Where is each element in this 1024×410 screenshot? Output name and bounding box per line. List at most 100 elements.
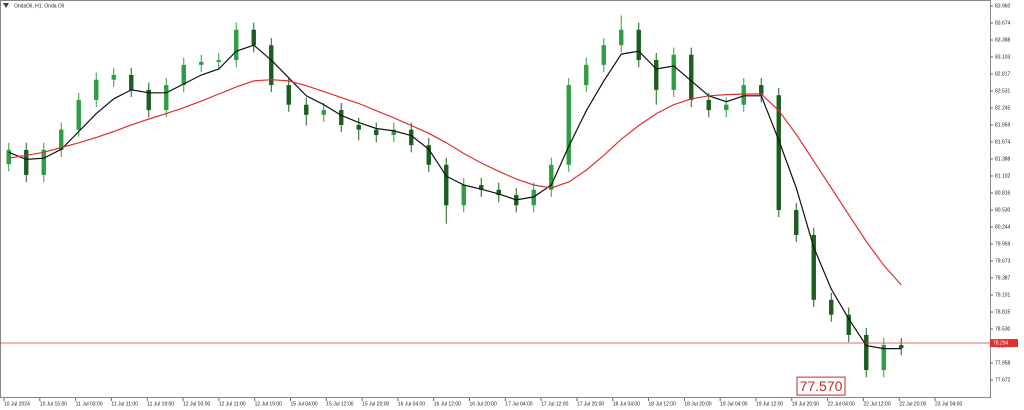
- x-tick-label: 19 Jul 04:00: [720, 401, 747, 407]
- candle-body: [566, 85, 571, 165]
- y-tick-label: 81.102: [995, 173, 1011, 179]
- candle-body: [59, 129, 64, 150]
- candle-body: [41, 149, 46, 175]
- x-tick-label: 12 Jul 19:00: [255, 401, 282, 407]
- candle-body: [199, 61, 204, 65]
- x-tick-label: 11 Jul 11:00: [111, 401, 138, 407]
- y-tick-label: 82.817: [995, 71, 1011, 77]
- candle-body: [636, 29, 641, 61]
- y-tick-label: 81.959: [995, 122, 1011, 128]
- y-tick-label: 81.388: [995, 156, 1011, 162]
- candle-body: [584, 64, 589, 86]
- y-tick-label: 80.816: [995, 190, 1011, 196]
- candle-body: [549, 164, 554, 190]
- y-tick-label: 81.674: [995, 139, 1011, 145]
- candle-body: [444, 164, 449, 206]
- y-tick-label: 82.531: [995, 88, 1011, 94]
- x-tick-label: 17 Jul 04:00: [505, 401, 532, 407]
- y-tick-label: 77.958: [995, 360, 1011, 366]
- x-tick-label: 15 Jul 20:00: [362, 401, 389, 407]
- candle-body: [269, 45, 274, 86]
- candle-body: [391, 129, 396, 136]
- candle-body: [181, 64, 186, 86]
- candle-body: [374, 129, 379, 136]
- moving-average: [8, 44, 902, 350]
- candle-body: [654, 60, 659, 90]
- y-tick-label: 79.959: [995, 241, 1011, 247]
- candle-body: [724, 104, 729, 111]
- candle-body: [846, 314, 851, 335]
- candle-body: [461, 185, 466, 206]
- candle-body: [496, 189, 501, 196]
- plot-frame: [0, 0, 991, 398]
- candle-body: [601, 45, 606, 65]
- candle-body: [304, 104, 309, 115]
- candle-body: [356, 124, 361, 130]
- x-tick-label: 10 Jul 2024: [4, 401, 30, 407]
- candle-body: [776, 95, 781, 211]
- x-tick-label: 22 Jul 20:00: [899, 401, 926, 407]
- x-tick-label: 17 Jul 20:00: [577, 401, 604, 407]
- y-tick-label: 83.103: [995, 54, 1011, 60]
- y-tick-label: 79.387: [995, 275, 1011, 281]
- x-tick-label: 12 Jul 11:00: [219, 401, 246, 407]
- candle-body: [164, 85, 169, 111]
- x-tick-label: 22 Jul 12:00: [863, 401, 890, 407]
- moving-average: [8, 79, 902, 286]
- x-tick-label: 12 Jul 03:00: [183, 401, 210, 407]
- title-icon: [3, 3, 9, 8]
- candle-body: [251, 29, 256, 46]
- candle-body: [6, 149, 11, 165]
- y-tick-label: 78.530: [995, 326, 1011, 332]
- candle-body: [146, 89, 151, 111]
- y-tick-label: 83.674: [995, 20, 1011, 26]
- x-tick-label: 19 Jul 20:00: [792, 401, 819, 407]
- x-tick-label: 17 Jul 12:00: [541, 401, 568, 407]
- y-tick-label: 77.672: [995, 377, 1011, 383]
- candle-body: [689, 54, 694, 100]
- x-tick-label: 11 Jul 03:00: [76, 401, 103, 407]
- x-tick-label: 18 Jul 04:00: [613, 401, 640, 407]
- candle-body: [216, 60, 221, 62]
- y-tick-label: 80.244: [995, 224, 1011, 230]
- x-tick-label: 16 Jul 20:00: [470, 401, 497, 407]
- x-tick-label: 18 Jul 12:00: [649, 401, 676, 407]
- current-price-box: [990, 339, 1018, 348]
- y-tick-label: 83.960: [995, 3, 1011, 9]
- candle-body: [741, 85, 746, 105]
- x-tick-label: 16 Jul 12:00: [434, 401, 461, 407]
- candle-body: [864, 334, 869, 371]
- candle-body: [286, 85, 291, 105]
- x-tick-label: 23 Jul 04:00: [935, 401, 962, 407]
- x-tick-label: 19 Jul 12:00: [756, 401, 783, 407]
- x-tick-label: 15 Jul 12:00: [326, 401, 353, 407]
- candle-body: [409, 129, 414, 146]
- y-tick-label: 83.388: [995, 37, 1011, 43]
- x-tick-label: 16 Jul 04:00: [398, 401, 425, 407]
- x-tick-label: 10 Jul 15:00: [40, 401, 67, 407]
- annotation-label: 77.570: [800, 378, 843, 394]
- x-tick-label: 22 Jul 04:00: [828, 401, 855, 407]
- candle-body: [899, 345, 904, 349]
- y-tick-label: 80.530: [995, 207, 1011, 213]
- candle-body: [94, 79, 99, 100]
- candle-body: [881, 345, 886, 371]
- candle-body: [829, 299, 834, 315]
- candle-body: [339, 110, 344, 125]
- x-tick-label: 18 Jul 20:00: [684, 401, 711, 407]
- candle-body: [479, 185, 484, 190]
- candle-body: [759, 85, 764, 96]
- current-price-label: 78.294: [993, 340, 1009, 346]
- candle-body: [24, 149, 29, 175]
- y-tick-label: 82.245: [995, 105, 1011, 111]
- candle-body: [794, 210, 799, 235]
- chart-title: OndaOil, H1: Onda Oil: [14, 3, 64, 9]
- y-tick-label: 79.673: [995, 258, 1011, 264]
- candle-body: [811, 234, 816, 300]
- candle-body: [671, 54, 676, 90]
- y-tick-label: 79.101: [995, 292, 1011, 298]
- annotation-box: [796, 376, 846, 396]
- x-tick-label: 11 Jul 19:00: [147, 401, 174, 407]
- candle-body: [234, 29, 239, 61]
